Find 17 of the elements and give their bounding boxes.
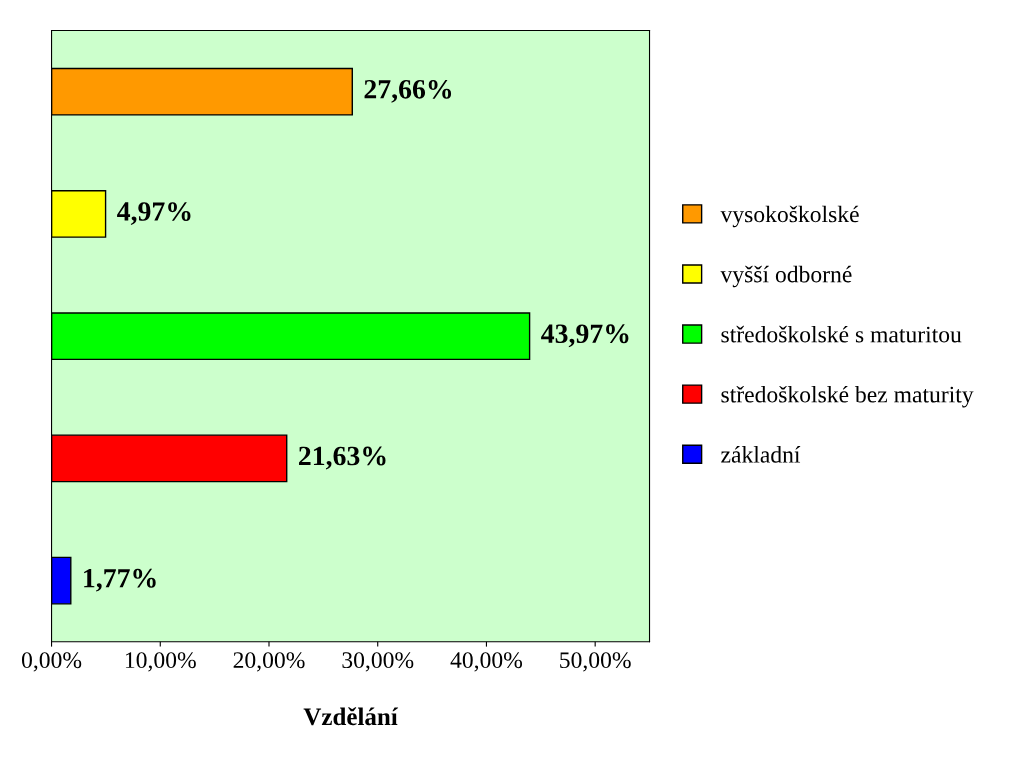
legend-label: středoškolské s maturitou — [721, 325, 962, 343]
x-tick-label: 30,00% — [342, 652, 414, 672]
x-axis-title: Vzdělání — [303, 707, 399, 726]
x-tick-label: 10,00% — [125, 652, 196, 672]
x-tick-label: 40,00% — [450, 652, 523, 672]
legend-label: základní — [721, 446, 801, 463]
data-label: 43,97% — [541, 324, 629, 348]
data-label: 1,77% — [84, 568, 156, 592]
legend-label: středoškolské bez maturity — [721, 385, 974, 408]
data-label: 4,97% — [117, 202, 191, 225]
x-tick-label: 20,00% — [233, 652, 305, 672]
legend-label: vyšší odborné — [720, 265, 852, 288]
data-label: 27,66% — [364, 79, 452, 103]
data-label: 21,63% — [299, 446, 386, 470]
legend-label: vysokoškolské — [720, 205, 859, 228]
x-tick-label: 50,00% — [560, 652, 631, 672]
x-tick-label: 0,00% — [21, 652, 82, 672]
